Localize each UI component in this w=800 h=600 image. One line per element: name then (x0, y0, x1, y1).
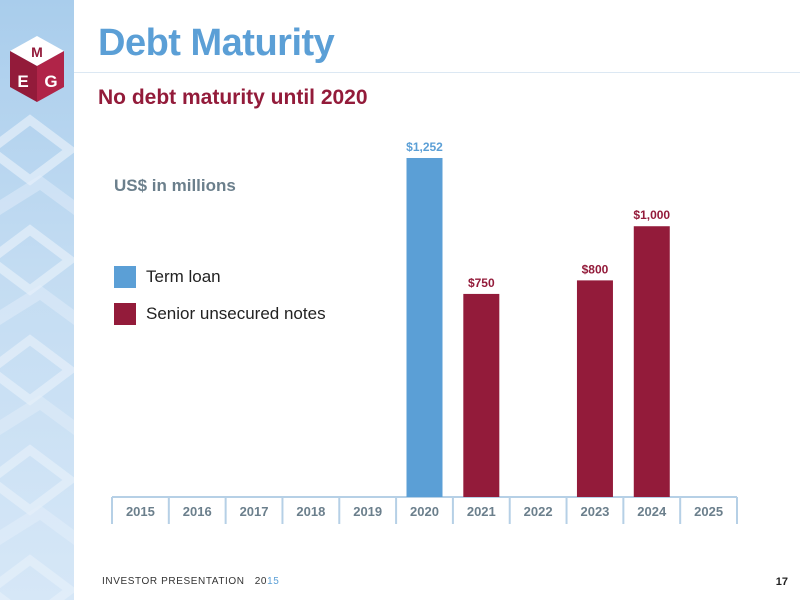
x-tick-label: 2022 (524, 504, 553, 519)
bar-senior-notes-2023 (576, 280, 613, 497)
footer-label: INVESTOR PRESENTATION 2015 (102, 576, 279, 587)
data-label-2024: $1,000 (633, 208, 670, 222)
x-tick-label: 2015 (126, 504, 155, 519)
logo-letter-e: E (17, 72, 28, 91)
page-title: Debt Maturity (98, 22, 335, 64)
legend-label-senior-notes: Senior unsecured notes (146, 304, 326, 323)
x-tick-label: 2021 (467, 504, 496, 519)
page-subtitle: No debt maturity until 2020 (98, 86, 368, 109)
sidebar-pattern (0, 114, 74, 600)
x-tick-label: 2025 (694, 504, 723, 519)
logo-letter-g: G (44, 72, 57, 91)
legend-swatch-senior-notes (114, 303, 136, 325)
x-tick-label: 2018 (296, 504, 325, 519)
debt-maturity-chart: 2015 2016 2017 2018 2019 2020 2021 2022 2023 2024… (111, 140, 738, 524)
units-label: US$ in millions (114, 176, 236, 195)
data-label-2023: $800 (582, 262, 609, 276)
logo-right-face (37, 51, 64, 102)
x-tick-label: 2017 (240, 504, 269, 519)
footer-label-text: INVESTOR PRESENTATION (102, 576, 245, 587)
page-number: 17 (775, 576, 788, 588)
x-tick-label: 2024 (637, 504, 667, 519)
legend-label-term-loan: Term loan (146, 267, 221, 286)
bar-senior-notes-2024 (633, 226, 670, 497)
footer-year-prefix: 20 (254, 576, 268, 587)
x-tick-label: 2020 (410, 504, 439, 519)
x-tick-label: 2019 (353, 504, 382, 519)
legend-swatch-term-loan (114, 266, 136, 288)
x-tick-label: 2016 (183, 504, 212, 519)
bar-term-loan-2020 (406, 157, 443, 497)
bar-senior-notes-2021 (463, 293, 500, 497)
data-label-2020: $1,252 (406, 140, 443, 154)
sidebar: M E G (0, 0, 74, 600)
x-tick-label: 2023 (580, 504, 609, 519)
title-divider (74, 72, 800, 73)
footer-year-suffix: 15 (267, 576, 280, 587)
logo-left-face (10, 51, 37, 102)
company-logo: M E G (10, 36, 64, 102)
data-label-2021: $750 (468, 276, 495, 290)
logo-letter-m: M (31, 44, 43, 60)
